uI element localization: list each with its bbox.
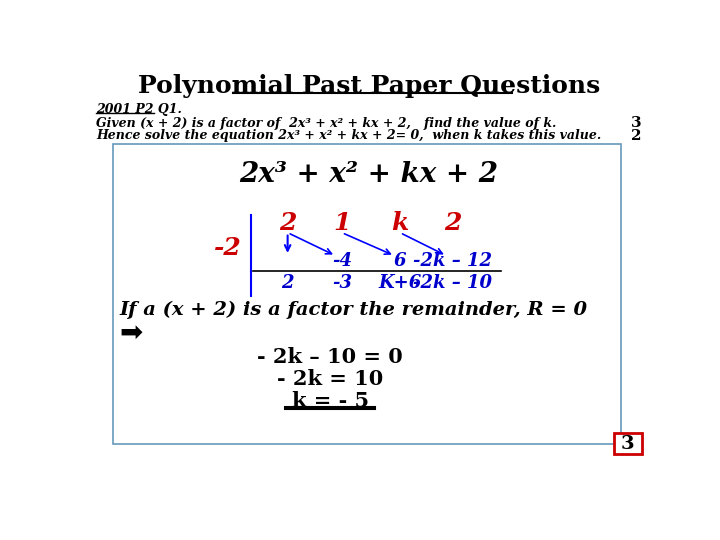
Text: 2: 2 (444, 211, 462, 235)
FancyBboxPatch shape (614, 433, 642, 455)
Text: Polynomial Past Paper Questions: Polynomial Past Paper Questions (138, 75, 600, 98)
FancyBboxPatch shape (113, 144, 621, 444)
Text: -2k – 12: -2k – 12 (413, 252, 492, 270)
Text: -3: -3 (332, 274, 352, 292)
Text: ➡: ➡ (120, 319, 143, 347)
Text: Given (x + 2) is a factor of  2x³ + x² + kx + 2,   find the value of k.: Given (x + 2) is a factor of 2x³ + x² + … (96, 117, 557, 130)
Text: If a (x + 2) is a factor the remainder, R = 0: If a (x + 2) is a factor the remainder, … (120, 301, 588, 319)
Text: -2k – 10: -2k – 10 (413, 274, 492, 292)
Text: - 2k – 10 = 0: - 2k – 10 = 0 (257, 347, 403, 367)
Text: - 2k = 10: - 2k = 10 (277, 369, 383, 389)
Text: 2: 2 (282, 274, 294, 292)
Text: 6: 6 (394, 252, 406, 270)
Text: 2x³ + x² + kx + 2: 2x³ + x² + kx + 2 (240, 161, 498, 188)
Text: K+6: K+6 (379, 274, 422, 292)
Text: 2: 2 (279, 211, 297, 235)
Text: 2: 2 (631, 129, 642, 143)
Text: k: k (391, 211, 409, 235)
Text: -4: -4 (332, 252, 352, 270)
Text: 3: 3 (631, 116, 642, 130)
Text: 2001 P2 Q1.: 2001 P2 Q1. (96, 103, 182, 116)
Text: -2: -2 (214, 236, 242, 260)
Text: Hence solve the equation 2x³ + x² + kx + 2= 0,  when k takes this value.: Hence solve the equation 2x³ + x² + kx +… (96, 129, 601, 142)
Text: 3: 3 (621, 435, 634, 453)
Text: 1: 1 (333, 211, 351, 235)
Text: k = - 5: k = - 5 (292, 390, 369, 410)
